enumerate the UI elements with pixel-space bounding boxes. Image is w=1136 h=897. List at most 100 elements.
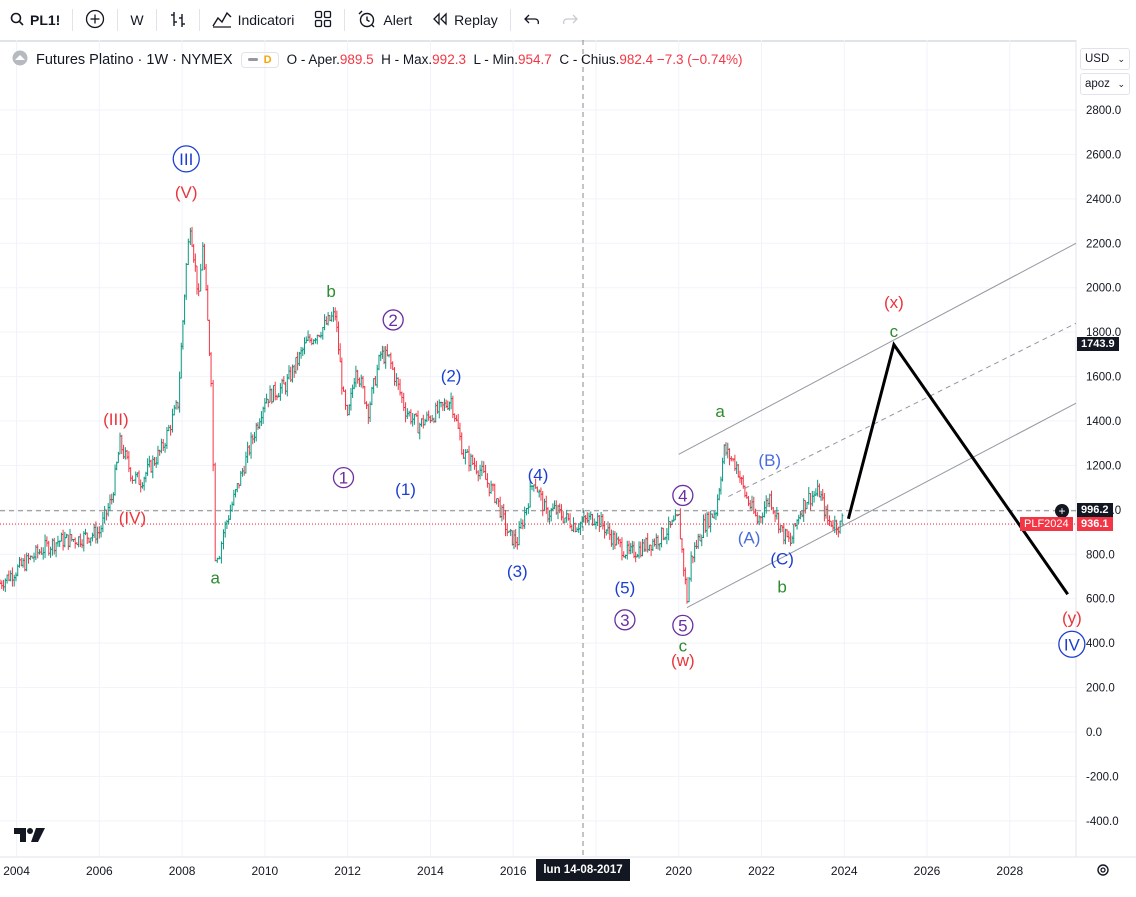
open-label: O - Aper. [286,52,340,67]
wave-label-circle [614,609,636,631]
wave-label: (3) [507,562,528,581]
y-tick-label: 1800.0 [1086,327,1121,339]
bar-chart-icon [169,10,187,31]
top-toolbar: PL1! W Indicatori Alert R [0,0,1136,42]
x-tick-label: 2006 [86,864,113,878]
eye-toggle-icon [247,58,258,61]
wave-label: a [210,569,220,588]
tradingview-logo[interactable] [14,826,46,850]
x-tick-label: 2012 [334,864,361,878]
wave-label-circle [672,484,694,507]
currency-select[interactable]: USD ⌄ [1080,48,1130,70]
wave-label-circle [332,466,355,489]
crosshair-price-tag: 996.2 [1077,503,1113,517]
y-tick-label: -400.0 [1086,816,1119,828]
wave-label: (w) [671,651,695,670]
wave-label: (B) [758,451,781,470]
legend-title[interactable]: Futures Platino · 1W · NYMEX [36,51,233,68]
chevron-down-icon: ⌄ [1117,78,1125,89]
open-value: 989.5 [339,52,374,67]
price-chart[interactable]: III(V)(III)(IV)ab2(2)1(1)(4)(3)(5)345c(w… [0,40,1136,897]
wave-label: (2) [441,366,462,385]
pitchfork-channel [678,242,1077,609]
compare-button[interactable] [75,0,115,40]
symbol-logo-icon[interactable] [12,50,28,69]
indicators-icon [211,10,232,31]
toolbar-divider [72,9,74,31]
wave-label: b [777,577,786,596]
y-tick-label: 2600.0 [1086,149,1121,161]
x-tick-label: 2028 [996,864,1023,878]
channel-median-line [728,322,1077,497]
d-badge: D [263,53,272,66]
wave-label: (y) [1062,609,1082,628]
wave-label: 2 [388,311,397,330]
add-alert-plus-icon[interactable]: + [1055,504,1069,518]
projection-path [846,341,1069,596]
indicators-button[interactable]: Indicatori [202,0,305,40]
x-tick-label: 2014 [417,864,444,878]
y-tick-label: 2000.0 [1086,283,1121,295]
x-tick-label: 2020 [665,864,692,878]
channel-lower-line [686,402,1077,609]
scale-mode-label: apoz [1085,78,1110,90]
contract-price-tag: 936.1 [1077,517,1113,531]
wave-label: (1) [395,480,416,499]
toolbar-divider [344,9,346,31]
channel-upper-line [678,242,1077,455]
wave-label: (4) [528,465,549,484]
price-series [0,226,844,604]
symbol-search[interactable]: PL1! [0,0,70,40]
projection-line [846,341,1069,596]
toolbar-divider [509,9,511,31]
toolbar-divider [117,9,119,31]
currency-label: USD [1085,53,1110,65]
replay-button[interactable]: Replay [422,0,508,40]
symbol-label: PL1! [30,12,61,28]
y-tick-label: 1200.0 [1086,460,1121,472]
y-tick-label: -200.0 [1086,771,1119,783]
ohlc-values: O - Aper.989.5 H - Max.992.3 L - Min.954… [287,52,743,67]
close-value: 982.4 [619,52,654,67]
interval-button[interactable]: W [120,0,153,40]
wave-label: (III) [103,410,129,429]
x-tick-label: 2022 [748,864,775,878]
wave-label: (A) [738,529,761,548]
chart-legend: Futures Platino · 1W · NYMEX D O - Aper.… [12,50,742,69]
redo-button[interactable] [551,0,589,40]
x-tick-label: 2026 [914,864,941,878]
x-tick-label: 2010 [252,864,279,878]
low-value: 954.7 [518,52,552,67]
y-tick-label: 400.0 [1086,638,1115,650]
chart-type-button[interactable] [159,0,197,40]
gear-icon [1095,864,1111,882]
undo-button[interactable] [513,0,551,40]
wave-label: (x) [884,293,904,312]
wave-label-circle [672,614,694,637]
add-circle-icon [85,9,105,32]
layouts-button[interactable] [304,0,342,40]
wave-labels: III(V)(III)(IV)ab2(2)1(1)(4)(3)(5)345c(w… [103,145,1086,670]
scale-mode-select[interactable]: apoz ⌄ [1080,73,1130,95]
y-tick-label: 2200.0 [1086,238,1121,250]
time-axis: 2004200620082010201220142016201820202022… [3,864,1023,878]
high-label: H - Max. [381,52,433,67]
y-tick-label: 0.0 [1086,727,1102,739]
interval-label: W [130,12,144,28]
y-tick-label: 800.0 [1086,549,1115,561]
wave-label: 5 [678,616,687,635]
wave-label: 3 [620,611,629,630]
legend-badge[interactable]: D [240,51,279,68]
change-value: −7.3 (−0.74%) [656,52,743,67]
alert-button[interactable]: Alert [347,0,422,40]
price-axis-background [1076,40,1136,857]
redo-icon [561,12,579,29]
toolbar-divider [198,9,200,31]
contract-name-tag: PLF2024 [1020,517,1073,531]
wave-label: a [715,402,725,421]
wave-label: (V) [175,183,198,202]
chart-grid [0,40,1076,857]
wave-label: c [890,322,899,341]
settings-button[interactable] [1095,862,1111,883]
high-value: 992.3 [432,52,466,67]
